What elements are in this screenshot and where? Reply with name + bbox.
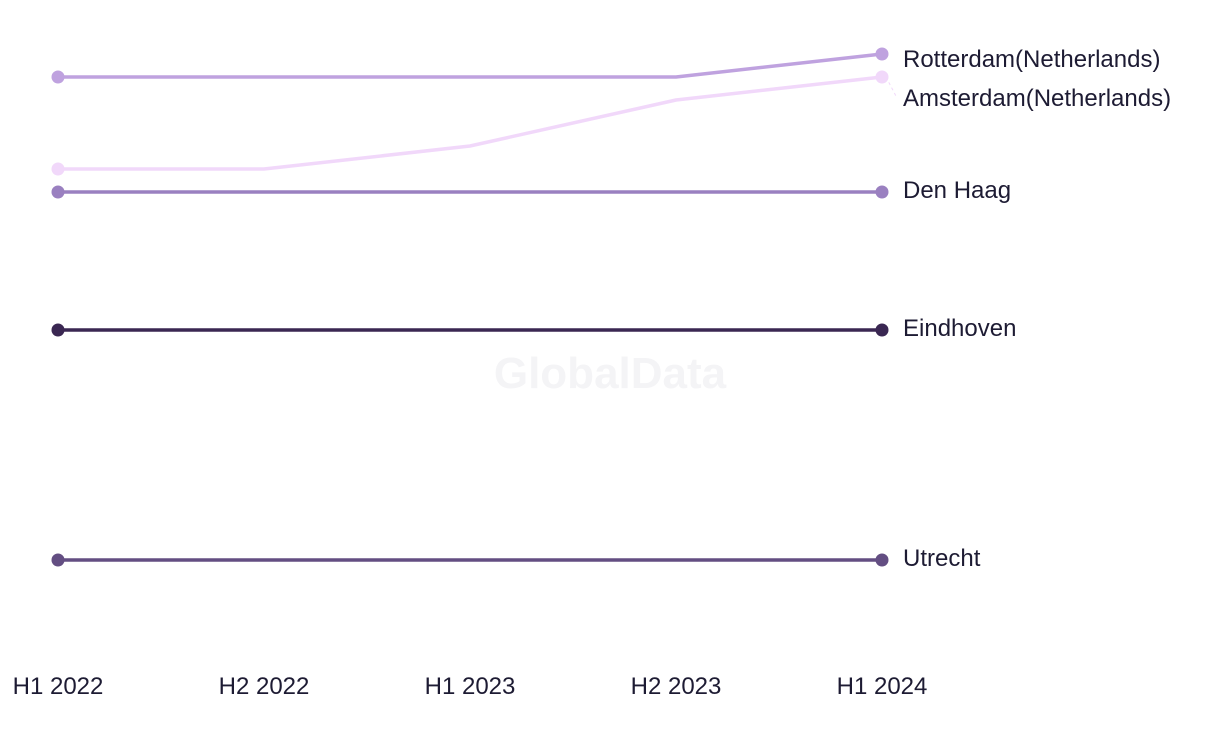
series-amsterdam-netherlands bbox=[51, 70, 889, 176]
data-point-utrecht-h1-2024[interactable] bbox=[875, 553, 889, 567]
data-point-eindhoven-h1-2024[interactable] bbox=[875, 323, 889, 337]
series-line-rotterdam-netherlands bbox=[56, 52, 884, 79]
series-line-amsterdam-netherlands bbox=[56, 75, 884, 171]
series-den-haag bbox=[51, 185, 889, 199]
leader-line-amsterdam-netherlands bbox=[885, 76, 898, 99]
data-point-den-haag-h1-2022[interactable] bbox=[51, 185, 65, 199]
x-tick-label-h1-2022: H1 2022 bbox=[13, 673, 104, 700]
series-label-utrecht: Utrecht bbox=[903, 545, 981, 572]
data-point-eindhoven-h1-2022[interactable] bbox=[51, 323, 65, 337]
x-axis-ticks: H1 2022 H2 2022 H1 2023 H2 2023 H1 2024 bbox=[13, 673, 928, 700]
watermark-text: GlobalData bbox=[494, 349, 727, 398]
x-tick-label-h2-2023: H2 2023 bbox=[631, 673, 722, 700]
x-tick-label-h1-2024: H1 2024 bbox=[837, 673, 928, 700]
data-point-amsterdam-netherlands-h1-2022[interactable] bbox=[51, 162, 65, 176]
data-point-rotterdam-netherlands-h1-2022[interactable] bbox=[51, 70, 65, 84]
data-point-amsterdam-netherlands-h1-2024[interactable] bbox=[875, 70, 889, 84]
series-eindhoven bbox=[51, 323, 889, 337]
series-label-den-haag: Den Haag bbox=[903, 177, 1011, 204]
series-label-eindhoven: Eindhoven bbox=[903, 315, 1016, 342]
data-point-utrecht-h1-2022[interactable] bbox=[51, 553, 65, 567]
x-tick-label-h2-2022: H2 2022 bbox=[219, 673, 310, 700]
series-label-amsterdam-netherlands: Amsterdam(Netherlands) bbox=[903, 85, 1171, 112]
series-label-rotterdam-netherlands: Rotterdam(Netherlands) bbox=[903, 46, 1160, 73]
series-utrecht bbox=[51, 553, 889, 567]
series-labels: Rotterdam(Netherlands) Amsterdam(Netherla… bbox=[885, 46, 1171, 572]
x-tick-label-h1-2023: H1 2023 bbox=[425, 673, 516, 700]
series-layer bbox=[51, 47, 889, 567]
series-rotterdam-netherlands bbox=[51, 47, 889, 84]
data-point-rotterdam-netherlands-h1-2024[interactable] bbox=[875, 47, 889, 61]
data-point-den-haag-h1-2024[interactable] bbox=[875, 185, 889, 199]
